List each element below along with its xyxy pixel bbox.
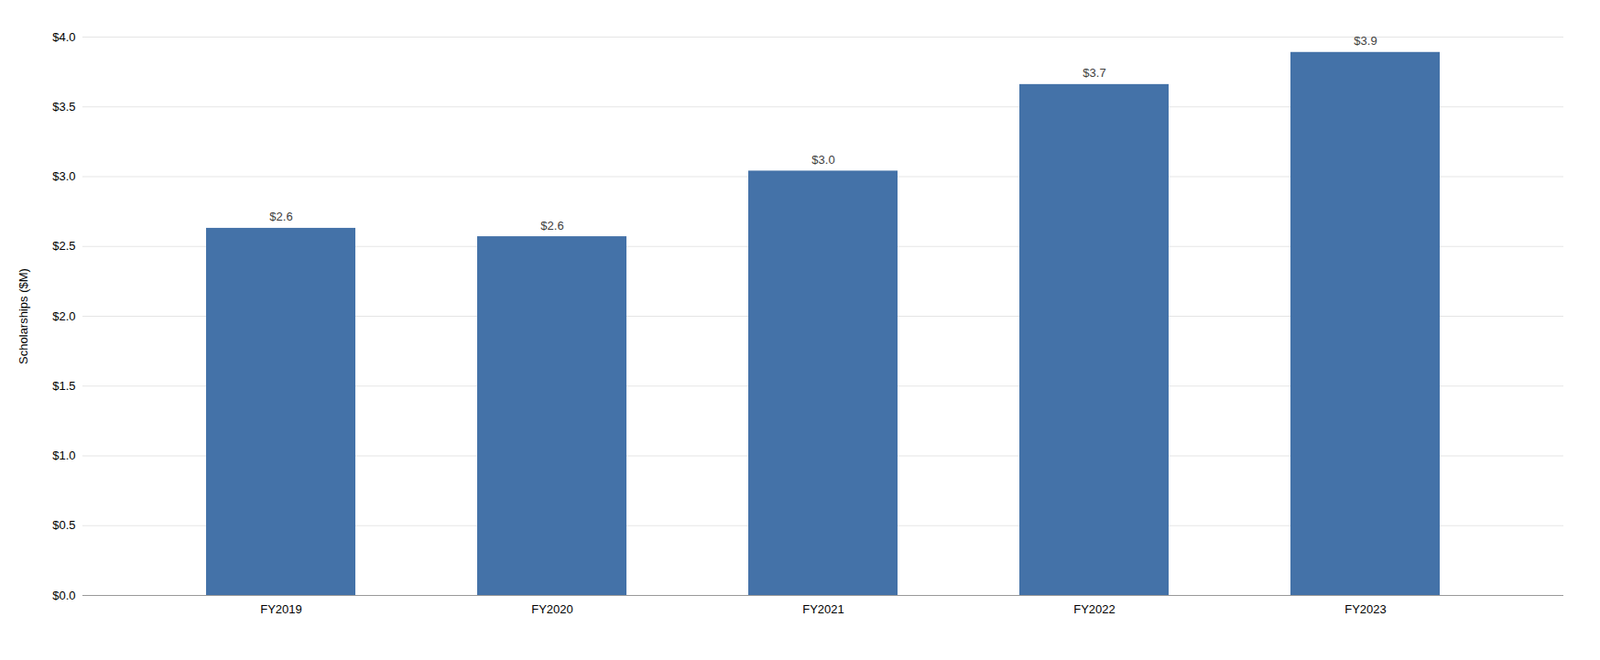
svg-text:$0.5: $0.5 (52, 518, 76, 533)
svg-text:$3.7: $3.7 (1082, 65, 1106, 80)
svg-text:$2.6: $2.6 (269, 209, 293, 224)
svg-text:Scholarships ($M): Scholarships ($M) (16, 268, 31, 365)
svg-text:$2.6: $2.6 (540, 218, 564, 233)
svg-text:FY2021: FY2021 (802, 602, 845, 617)
svg-text:FY2022: FY2022 (1073, 602, 1116, 617)
svg-text:FY2019: FY2019 (260, 602, 303, 617)
svg-text:$2.0: $2.0 (52, 309, 76, 324)
svg-text:$1.0: $1.0 (52, 448, 76, 463)
svg-text:$3.9: $3.9 (1353, 33, 1377, 48)
svg-text:FY2020: FY2020 (531, 602, 574, 617)
svg-text:$4.0: $4.0 (52, 30, 76, 44)
svg-text:$3.5: $3.5 (52, 99, 76, 114)
svg-text:$0.0: $0.0 (52, 588, 76, 603)
svg-text:$1.5: $1.5 (52, 379, 76, 393)
svg-text:$2.5: $2.5 (52, 239, 76, 253)
svg-text:$3.0: $3.0 (52, 169, 76, 184)
svg-text:FY2023: FY2023 (1344, 602, 1387, 617)
svg-text:$3.0: $3.0 (811, 152, 835, 167)
